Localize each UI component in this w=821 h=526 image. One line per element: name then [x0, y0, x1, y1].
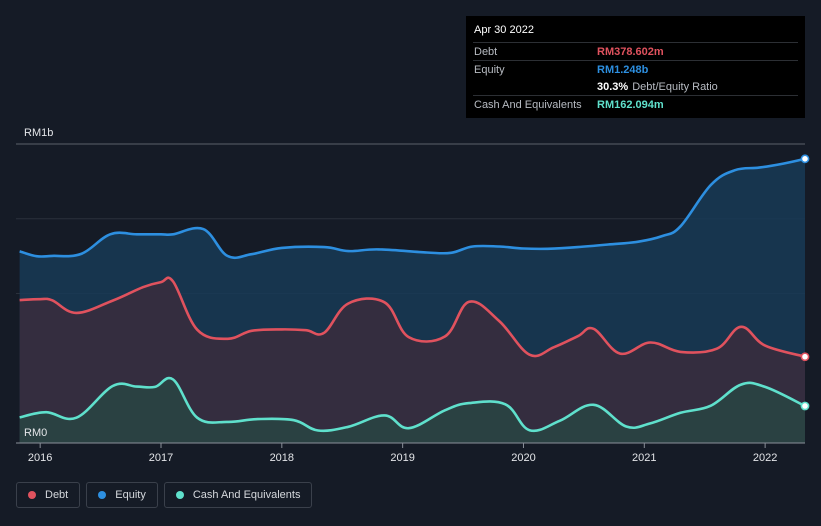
y-tick-label: RM0 — [24, 427, 47, 439]
x-tick-label: 2016 — [28, 452, 52, 464]
cash-and-equivalents-end-marker[interactable] — [800, 401, 810, 411]
x-tick-label: 2022 — [753, 452, 777, 464]
debt-area — [19, 277, 806, 443]
tooltip-row-equity: Equity RM1.248b — [473, 60, 798, 78]
end-markers — [800, 154, 810, 411]
tooltip-row-cash: Cash And Equivalents RM162.094m — [473, 95, 798, 113]
equity-dot-icon — [98, 491, 107, 499]
tooltip-debt-label: Debt — [474, 45, 498, 58]
axes: RM0 RM1b 2016 2017 2018 2019 2020 2021 2022 — [16, 127, 805, 464]
cash-and-equivalents-line — [19, 376, 806, 433]
legend-equity-label: Equity — [115, 489, 146, 501]
tooltip-debt-value: RM378.602m — [597, 45, 664, 58]
debt-end-marker[interactable] — [800, 352, 810, 362]
debt-dot-icon — [28, 491, 36, 499]
x-tick-label: 2021 — [632, 452, 656, 464]
legend-item-cash[interactable]: Cash And Equivalents — [163, 482, 313, 508]
tooltip-equity-value: RM1.248b — [597, 63, 649, 76]
tooltip-date: Apr 30 2022 — [474, 24, 534, 36]
series-lines — [19, 157, 806, 433]
x-tick-label: 2019 — [390, 452, 414, 464]
legend-cash-label: Cash And Equivalents — [192, 489, 301, 501]
y-tick-label: RM1b — [24, 127, 53, 139]
x-tick-label: 2018 — [270, 452, 294, 464]
equity-line — [19, 157, 806, 260]
cash-dot-icon — [175, 491, 184, 499]
tooltip-row-debt: Debt RM378.602m — [473, 42, 798, 60]
chart-legend: Debt Equity Cash And Equivalents — [16, 482, 313, 508]
tooltip-ratio-caption: Debt/Equity Ratio — [632, 80, 718, 93]
legend-item-equity[interactable]: Equity — [86, 482, 158, 508]
tooltip-ratio-value: 30.3% — [597, 80, 629, 93]
series-areas — [19, 158, 806, 444]
tooltip-row-ratio: 30.3% Debt/Equity Ratio — [473, 78, 798, 95]
data-tooltip: Apr 30 2022 Debt RM378.602m Equity RM1.2… — [466, 16, 805, 118]
tooltip-equity-label: Equity — [474, 63, 505, 76]
equity-end-marker[interactable] — [800, 154, 810, 164]
tooltip-cash-label: Cash And Equivalents — [474, 98, 582, 111]
legend-item-debt[interactable]: Debt — [16, 482, 81, 508]
debt-line — [19, 276, 806, 358]
x-tick-label: 2020 — [511, 452, 535, 464]
cash-and-equivalents-area — [19, 378, 806, 443]
legend-debt-label: Debt — [45, 489, 69, 501]
tooltip-cash-value: RM162.094m — [597, 98, 664, 111]
x-tick-label: 2017 — [149, 452, 173, 464]
